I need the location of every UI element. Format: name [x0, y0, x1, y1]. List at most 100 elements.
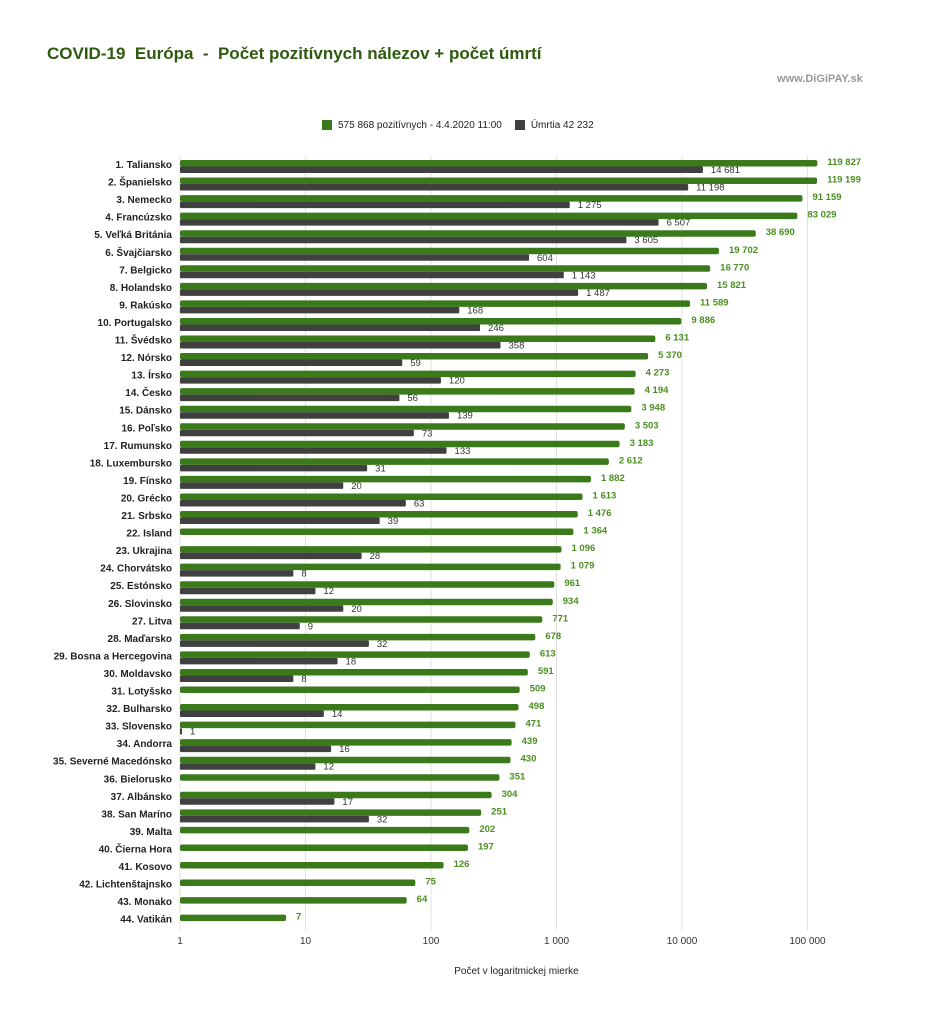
bar-positive	[180, 177, 818, 185]
category-label: 3. Nemecko	[116, 195, 172, 206]
data-label-positive: 64	[417, 894, 428, 905]
category-label: 29. Bosna a Hercegovina	[54, 651, 173, 662]
category-label: 25. Estónsko	[110, 581, 172, 592]
data-label-deaths: 18	[346, 656, 357, 667]
data-label-positive: 251	[491, 806, 508, 817]
bar-positive	[180, 317, 682, 325]
data-label-deaths: 8	[301, 674, 306, 685]
data-label-deaths: 14	[332, 709, 343, 720]
bar-positive	[180, 914, 287, 922]
category-label: 9. Rakúsko	[119, 300, 172, 311]
data-label-deaths: 56	[407, 393, 418, 404]
data-label-deaths: 246	[488, 323, 504, 334]
legend-swatch-positive	[322, 120, 332, 130]
bar-deaths	[180, 464, 368, 472]
data-label-positive: 1 882	[601, 473, 625, 484]
data-label-deaths: 139	[457, 411, 473, 422]
bar-positive	[180, 300, 691, 307]
data-label-deaths: 16	[339, 744, 350, 755]
bar-positive	[180, 598, 553, 606]
x-tick-label: 10 000	[667, 936, 698, 947]
bar-positive	[180, 897, 407, 904]
source-watermark: www.DiGiPAY.sk	[777, 73, 863, 85]
category-label: 32. Bulharsko	[106, 704, 172, 715]
data-label-positive: 9 886	[691, 315, 715, 326]
bar-positive	[180, 546, 562, 553]
category-label: 42. Lichtenštajnsko	[79, 880, 172, 891]
bar-deaths	[180, 570, 294, 577]
bar-deaths	[180, 306, 460, 314]
data-label-deaths: 358	[509, 341, 525, 352]
data-label-deaths: 1	[190, 727, 195, 738]
bar-deaths	[180, 482, 344, 489]
data-label-positive: 19 702	[729, 245, 758, 256]
data-label-deaths: 73	[422, 428, 433, 439]
category-label: 14. Česko	[125, 386, 172, 399]
category-label: 20. Grécko	[121, 493, 172, 504]
category-label: 33. Slovensko	[105, 722, 172, 733]
bar-positive	[180, 493, 583, 500]
data-label-positive: 961	[564, 578, 581, 589]
bar-positive	[180, 370, 636, 378]
data-label-deaths: 59	[410, 358, 421, 369]
bar-positive	[180, 668, 528, 676]
data-label-positive: 7	[296, 912, 301, 923]
data-label-positive: 6 131	[665, 333, 689, 344]
legend-swatch-deaths	[514, 120, 525, 130]
bar-positive	[180, 862, 444, 869]
category-label: 17. Rumunsko	[104, 441, 172, 452]
bar-deaths	[180, 815, 369, 823]
bar-deaths	[180, 394, 400, 402]
category-label: 30. Moldavsko	[104, 669, 172, 680]
data-label-positive: 2 612	[619, 455, 643, 466]
category-label: 16. Poľsko	[121, 423, 172, 434]
legend-label-positive: 575 868 pozitívnych - 4.4.2020 11:00	[338, 119, 502, 131]
data-label-positive: 678	[545, 631, 561, 642]
bar-positive	[180, 721, 516, 729]
bar-deaths	[180, 728, 182, 735]
bar-positive	[180, 388, 635, 395]
data-label-positive: 119 199	[827, 175, 861, 186]
bar-positive	[180, 230, 756, 237]
data-label-positive: 1 476	[588, 508, 612, 519]
chart-title: COVID-19 Európa - Počet pozitívnych nále…	[47, 44, 542, 63]
data-label-positive: 3 948	[641, 403, 665, 414]
data-label-positive: 934	[563, 596, 580, 607]
bar-positive	[180, 282, 708, 290]
data-label-positive: 83 029	[807, 210, 836, 221]
data-label-positive: 15 821	[717, 280, 747, 291]
bar-positive	[180, 826, 470, 834]
data-label-deaths: 9	[308, 621, 313, 632]
legend-item-deaths: Úmrtia 42 232	[514, 120, 594, 131]
data-label-positive: 771	[552, 613, 569, 624]
data-label-positive: 3 503	[635, 420, 659, 431]
data-label-positive: 11 589	[700, 297, 729, 308]
bar-deaths	[180, 342, 501, 349]
bar-deaths	[180, 710, 324, 718]
data-label-deaths: 120	[449, 376, 465, 387]
category-label: 1. Taliansko	[115, 160, 172, 171]
bar-deaths	[180, 377, 441, 384]
bar-positive	[180, 405, 632, 413]
bar-positive	[180, 563, 561, 571]
bar-positive	[180, 458, 609, 465]
data-label-deaths: 1 487	[586, 288, 610, 299]
data-label-deaths: 11 198	[696, 183, 724, 194]
category-label: 34. Andorra	[117, 739, 173, 750]
bar-positive	[180, 774, 500, 781]
category-label: 24. Chorvátsko	[100, 564, 172, 575]
bar-deaths	[180, 219, 659, 226]
data-label-deaths: 6 507	[667, 218, 691, 229]
category-label: 43. Monako	[118, 897, 172, 908]
data-label-positive: 509	[530, 684, 546, 695]
bar-positive	[180, 335, 656, 342]
data-label-positive: 471	[525, 719, 542, 730]
bar-deaths	[180, 271, 564, 279]
data-label-positive: 119 827	[827, 157, 861, 168]
data-label-deaths: 1 143	[572, 270, 596, 281]
bar-deaths	[180, 552, 362, 560]
bar-deaths	[180, 184, 689, 191]
x-tick-label: 1 000	[544, 936, 569, 947]
bar-positive	[180, 791, 492, 799]
bar-positive	[180, 756, 511, 764]
